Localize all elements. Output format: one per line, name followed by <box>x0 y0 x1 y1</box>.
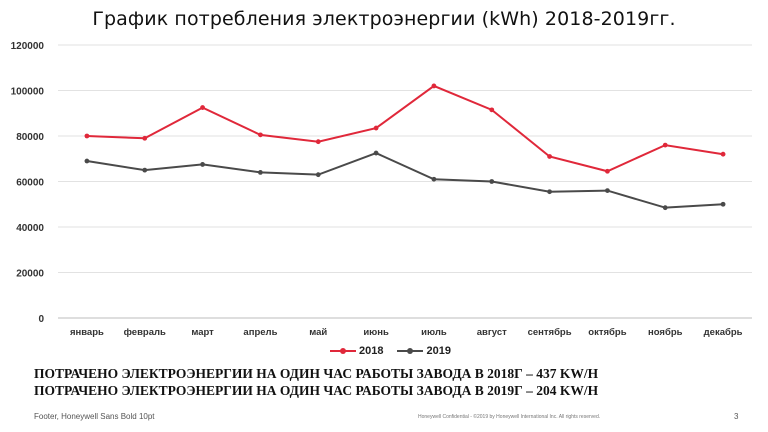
x-tick-label: июль <box>421 327 447 338</box>
data-point-2019 <box>142 167 148 173</box>
data-point-2019 <box>547 189 552 195</box>
y-tick-label: 100000 <box>11 87 45 98</box>
series-line-2018 <box>86 84 724 173</box>
data-point-2018 <box>84 133 90 139</box>
data-point-2018 <box>547 154 552 159</box>
x-tick-label: сентябрь <box>528 327 572 338</box>
y-tick-label: 120000 <box>11 41 45 52</box>
summary-line-2018: ПОТРАЧЕНО ЭЛЕКТРОЭНЕРГИИ НА ОДИН ЧАС РАБ… <box>34 366 599 381</box>
x-tick-label: март <box>191 327 214 338</box>
data-point-2018 <box>605 168 610 174</box>
data-point-2019 <box>200 162 205 167</box>
summary-line-2019: ПОТРАЧЕНО ЭЛЕКТРОЭНЕРГИИ НА ОДИН ЧАС РАБ… <box>34 383 599 398</box>
chart-legend: 2018 2019 <box>330 345 451 357</box>
legend-label-2019: 2019 <box>426 345 451 357</box>
page-number: 3 <box>734 412 739 421</box>
legend-swatch-2018 <box>330 347 356 355</box>
data-point-2019 <box>662 205 668 211</box>
data-point-2019 <box>373 150 379 156</box>
x-tick-label: декабрь <box>704 327 743 338</box>
y-tick-label: 20000 <box>16 269 44 280</box>
data-point-2019 <box>315 172 321 178</box>
legend-item-2018: 2018 <box>330 345 383 357</box>
data-point-2019 <box>489 179 495 184</box>
chart-title: График потребления электроэнергии (kWh) … <box>92 8 676 30</box>
series-line-2019 <box>86 151 724 209</box>
data-point-2018 <box>142 135 148 141</box>
data-point-2019 <box>258 170 263 175</box>
y-tick-label: 60000 <box>16 178 44 189</box>
data-point-2019 <box>720 201 726 207</box>
legend-item-2019: 2019 <box>397 345 451 357</box>
x-tick-label: октябрь <box>588 327 626 338</box>
data-point-2019 <box>84 158 90 164</box>
data-point-2018 <box>373 125 379 131</box>
data-point-2018 <box>258 132 263 138</box>
data-point-2018 <box>200 105 205 110</box>
x-tick-label: июнь <box>363 327 389 338</box>
data-point-2019 <box>431 176 437 182</box>
data-point-2018 <box>489 107 495 113</box>
x-tick-label: апрель <box>243 327 277 338</box>
y-tick-label: 80000 <box>16 132 44 143</box>
x-tick-label: январь <box>70 327 104 338</box>
line-chart: 0 20000 40000 60000 80000 100000 120000 январь ф… <box>11 41 752 338</box>
x-tick-label: февраль <box>124 327 166 338</box>
x-tick-label: август <box>477 327 507 338</box>
legend-swatch-2019 <box>397 347 424 355</box>
x-tick-label: май <box>309 327 327 338</box>
footer-confidential: Honeywell Confidential - ©2019 by Honeyw… <box>418 414 601 420</box>
data-point-2019 <box>605 188 610 194</box>
legend-label-2018: 2018 <box>359 345 384 357</box>
y-tick-label: 40000 <box>16 223 44 234</box>
data-point-2018 <box>315 139 321 145</box>
x-tick-label: ноябрь <box>648 327 683 338</box>
data-point-2018 <box>720 151 726 157</box>
y-tick-label: 0 <box>38 314 44 325</box>
data-point-2018 <box>662 142 668 148</box>
data-point-2018 <box>431 83 437 89</box>
footer-text: Footer, Honeywell Sans Bold 10pt <box>34 412 155 421</box>
